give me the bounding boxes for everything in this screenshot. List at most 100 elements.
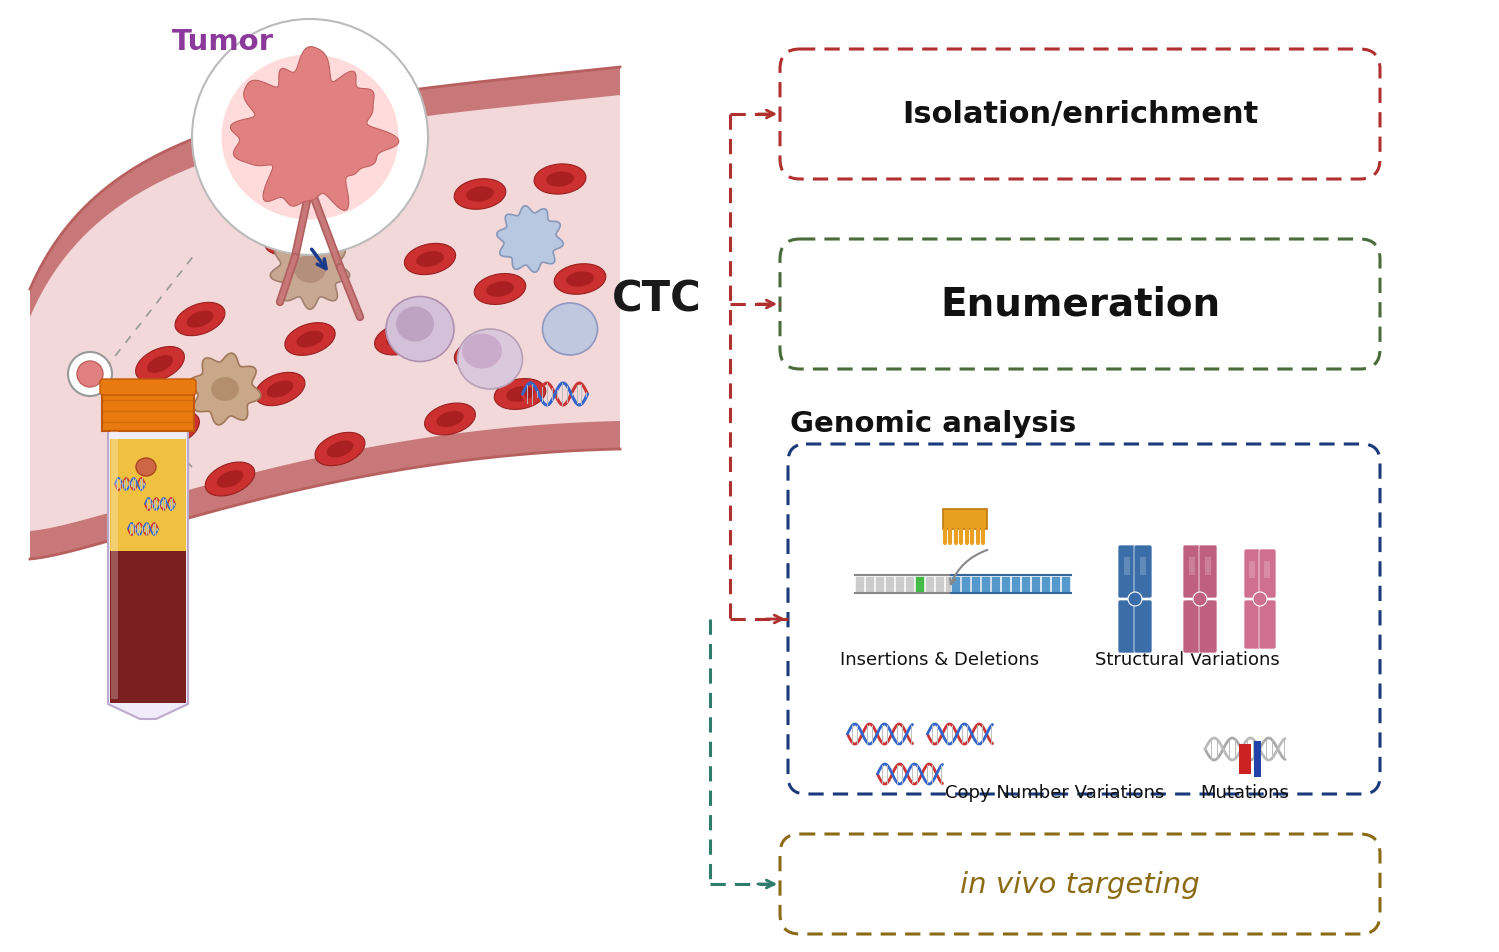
Bar (1264, 562, 1270, 578)
Text: Genomic analysis: Genomic analysis (790, 409, 1076, 438)
Bar (950, 576, 959, 592)
Bar (1040, 576, 1049, 592)
FancyBboxPatch shape (1259, 549, 1276, 599)
Ellipse shape (285, 324, 336, 356)
Ellipse shape (147, 356, 172, 373)
Ellipse shape (267, 381, 294, 398)
Bar (1051, 576, 1060, 592)
Ellipse shape (417, 252, 444, 268)
Bar (1240, 744, 1252, 774)
Bar (944, 576, 953, 592)
Text: in vivo targeting: in vivo targeting (961, 870, 1199, 898)
Ellipse shape (486, 282, 514, 297)
Ellipse shape (366, 192, 394, 208)
Bar (980, 576, 989, 592)
FancyBboxPatch shape (1118, 601, 1136, 653)
Bar (854, 576, 863, 592)
Ellipse shape (175, 303, 225, 336)
Ellipse shape (457, 329, 523, 389)
Ellipse shape (205, 463, 255, 496)
Ellipse shape (424, 404, 475, 435)
FancyBboxPatch shape (1183, 545, 1201, 599)
FancyBboxPatch shape (100, 380, 196, 396)
FancyBboxPatch shape (1199, 545, 1217, 599)
Ellipse shape (354, 185, 406, 215)
FancyBboxPatch shape (1244, 601, 1261, 649)
Text: Isolation/enrichment: Isolation/enrichment (902, 100, 1258, 129)
Ellipse shape (297, 331, 324, 348)
Ellipse shape (217, 471, 243, 488)
Ellipse shape (474, 274, 526, 306)
Ellipse shape (405, 244, 456, 275)
Ellipse shape (387, 297, 454, 362)
Ellipse shape (162, 421, 187, 439)
Bar (955, 576, 964, 592)
Polygon shape (189, 354, 261, 426)
Ellipse shape (555, 265, 606, 295)
Ellipse shape (454, 339, 505, 370)
Bar (925, 576, 934, 592)
Ellipse shape (543, 304, 598, 356)
Circle shape (67, 352, 112, 397)
Ellipse shape (135, 347, 184, 382)
Ellipse shape (507, 387, 534, 403)
Bar (1141, 558, 1147, 576)
Polygon shape (30, 68, 621, 318)
Circle shape (1193, 592, 1207, 606)
Ellipse shape (462, 334, 502, 369)
Bar (943, 509, 986, 529)
Polygon shape (109, 440, 186, 551)
FancyBboxPatch shape (1183, 601, 1201, 653)
Ellipse shape (255, 373, 304, 407)
Ellipse shape (265, 224, 315, 256)
Polygon shape (102, 385, 193, 431)
FancyBboxPatch shape (1244, 549, 1261, 599)
Circle shape (1129, 592, 1142, 606)
Ellipse shape (387, 331, 414, 347)
Bar (1249, 562, 1255, 578)
Bar (985, 576, 994, 592)
Bar (1255, 742, 1261, 777)
Ellipse shape (186, 311, 213, 328)
Bar (1205, 558, 1211, 576)
Ellipse shape (546, 172, 574, 188)
Text: Insertions & Deletions: Insertions & Deletions (839, 650, 1039, 668)
FancyBboxPatch shape (1259, 601, 1276, 649)
Ellipse shape (222, 55, 399, 220)
Text: Tumor: Tumor (172, 28, 274, 56)
Circle shape (192, 20, 429, 256)
Ellipse shape (436, 411, 463, 427)
Ellipse shape (211, 378, 238, 402)
Bar (884, 576, 893, 592)
Bar (1189, 558, 1195, 576)
Bar (974, 576, 983, 592)
Bar (1031, 576, 1040, 592)
Bar (965, 576, 974, 592)
Ellipse shape (534, 165, 586, 195)
Bar (1010, 576, 1019, 592)
Text: Copy Number Variations: Copy Number Variations (944, 783, 1165, 802)
Bar (1021, 576, 1030, 592)
Ellipse shape (396, 307, 435, 342)
Ellipse shape (466, 188, 493, 203)
FancyBboxPatch shape (1199, 601, 1217, 653)
Text: Mutations: Mutations (1201, 783, 1289, 802)
Bar (895, 576, 904, 592)
Ellipse shape (136, 459, 156, 477)
Bar (1001, 576, 1010, 592)
Ellipse shape (495, 379, 546, 410)
FancyBboxPatch shape (1135, 601, 1153, 653)
Polygon shape (270, 231, 349, 310)
FancyBboxPatch shape (1135, 545, 1153, 599)
FancyBboxPatch shape (779, 50, 1381, 180)
Polygon shape (111, 431, 118, 700)
Ellipse shape (150, 412, 199, 447)
Text: CTC: CTC (612, 279, 702, 321)
Circle shape (1253, 592, 1267, 606)
Ellipse shape (315, 433, 364, 466)
Bar (914, 576, 923, 592)
Bar (991, 576, 1000, 592)
Ellipse shape (375, 324, 426, 356)
Bar (875, 576, 884, 592)
Ellipse shape (276, 231, 304, 248)
